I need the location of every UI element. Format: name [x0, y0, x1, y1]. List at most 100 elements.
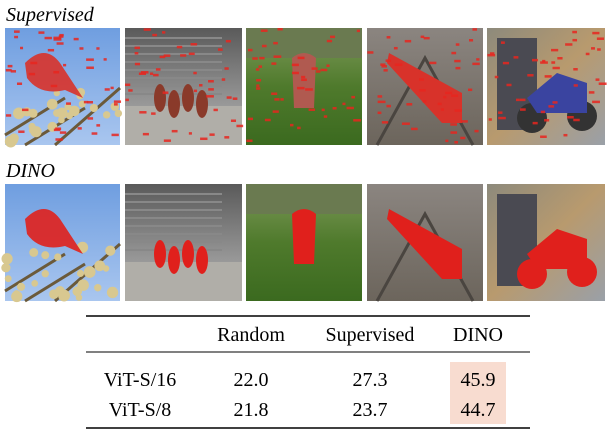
attention-dot: [429, 61, 437, 65]
attention-dot: [225, 39, 231, 43]
blossom: [1, 253, 13, 265]
blossom: [11, 290, 23, 303]
attention-dot: [224, 67, 229, 70]
blossom: [83, 266, 96, 278]
attention-dot: [20, 46, 24, 50]
attention-dot: [356, 29, 360, 33]
attention-dot: [162, 91, 169, 94]
blossom: [102, 111, 111, 119]
attention-dot: [326, 39, 333, 43]
attention-dot: [248, 48, 253, 52]
attention-dot: [311, 67, 318, 70]
blossom: [30, 126, 42, 138]
attention-dot: [190, 43, 198, 46]
attention-dot: [91, 132, 98, 135]
row-label: ViT-S/16: [104, 369, 177, 391]
attention-dot: [28, 72, 36, 76]
attention-dot: [50, 84, 58, 88]
attention-dot: [110, 86, 114, 90]
attention-dot: [383, 69, 388, 72]
attention-dot: [454, 141, 458, 144]
attention-dot: [552, 66, 560, 70]
attention-dot: [21, 108, 29, 112]
attention-dot: [193, 71, 197, 75]
attention-dot: [573, 68, 578, 71]
blossom: [53, 109, 61, 117]
object-mask: [527, 73, 587, 113]
image-panel: [125, 28, 244, 145]
table-cell: 22.0: [234, 369, 269, 391]
attention-dot: [47, 48, 55, 52]
attention-dot: [289, 123, 294, 127]
attention-dot: [5, 114, 12, 117]
attention-dot: [153, 73, 159, 77]
attention-dot: [585, 52, 590, 56]
attention-dot: [377, 100, 386, 104]
attention-dot: [134, 51, 139, 55]
attention-dot: [246, 139, 253, 143]
attention-dot: [87, 117, 94, 120]
attention-dot: [277, 28, 283, 31]
column-header: Supervised: [326, 324, 415, 346]
attention-dot: [206, 95, 214, 98]
attention-dot: [200, 137, 208, 141]
attention-dot: [256, 84, 260, 87]
section-label: DINO: [5, 160, 55, 182]
attention-dot: [487, 53, 496, 57]
attention-dot: [516, 98, 520, 102]
blossom: [41, 270, 49, 278]
attention-dot: [188, 52, 195, 56]
image-panel: [4, 28, 123, 148]
attention-dot: [330, 35, 336, 39]
attention-dot: [469, 39, 474, 42]
attention-dot: [450, 131, 458, 134]
object-mask: [25, 209, 83, 254]
object-mask: [182, 84, 194, 112]
attention-dot: [588, 91, 595, 94]
attention-dot: [531, 58, 538, 62]
attention-dot: [180, 54, 187, 57]
table-cell: 23.7: [353, 399, 388, 421]
blossom: [106, 286, 119, 299]
attention-dot: [271, 92, 278, 95]
blossom: [13, 107, 25, 120]
attention-dot: [140, 71, 149, 74]
table-cell: 45.9: [461, 369, 496, 391]
attention-dot: [597, 48, 601, 51]
attention-dot: [591, 47, 595, 50]
object-mask: [196, 246, 208, 274]
attention-dot: [171, 129, 178, 133]
blossom: [1, 263, 11, 273]
attention-dot: [14, 35, 19, 39]
attention-dot: [125, 83, 131, 87]
attention-dot: [455, 66, 461, 70]
attention-dot: [353, 119, 361, 122]
attention-dot: [13, 30, 20, 33]
attention-dot: [502, 61, 510, 65]
attention-dot: [252, 57, 258, 60]
attention-dot: [404, 39, 412, 43]
attention-dot: [104, 88, 110, 91]
attention-dot: [454, 109, 462, 112]
attention-dot: [193, 89, 198, 93]
attention-dot: [572, 38, 578, 42]
attention-dot: [271, 62, 277, 65]
attention-dot: [163, 54, 171, 57]
attention-dot: [58, 35, 64, 38]
attention-dot: [152, 33, 158, 37]
attention-dot: [297, 56, 305, 60]
object-mask: [387, 209, 462, 279]
deck: [125, 262, 242, 301]
attention-dot: [377, 95, 383, 98]
attention-dot: [406, 103, 413, 106]
attention-dot: [301, 78, 307, 82]
blossom: [53, 89, 60, 97]
blossom: [94, 260, 106, 272]
blossom: [4, 275, 12, 283]
blossom: [31, 280, 39, 287]
attention-dot: [226, 96, 232, 99]
attention-dot: [381, 121, 389, 124]
attention-dot: [401, 122, 410, 125]
attention-dot: [213, 108, 218, 112]
attention-dot: [573, 84, 578, 87]
